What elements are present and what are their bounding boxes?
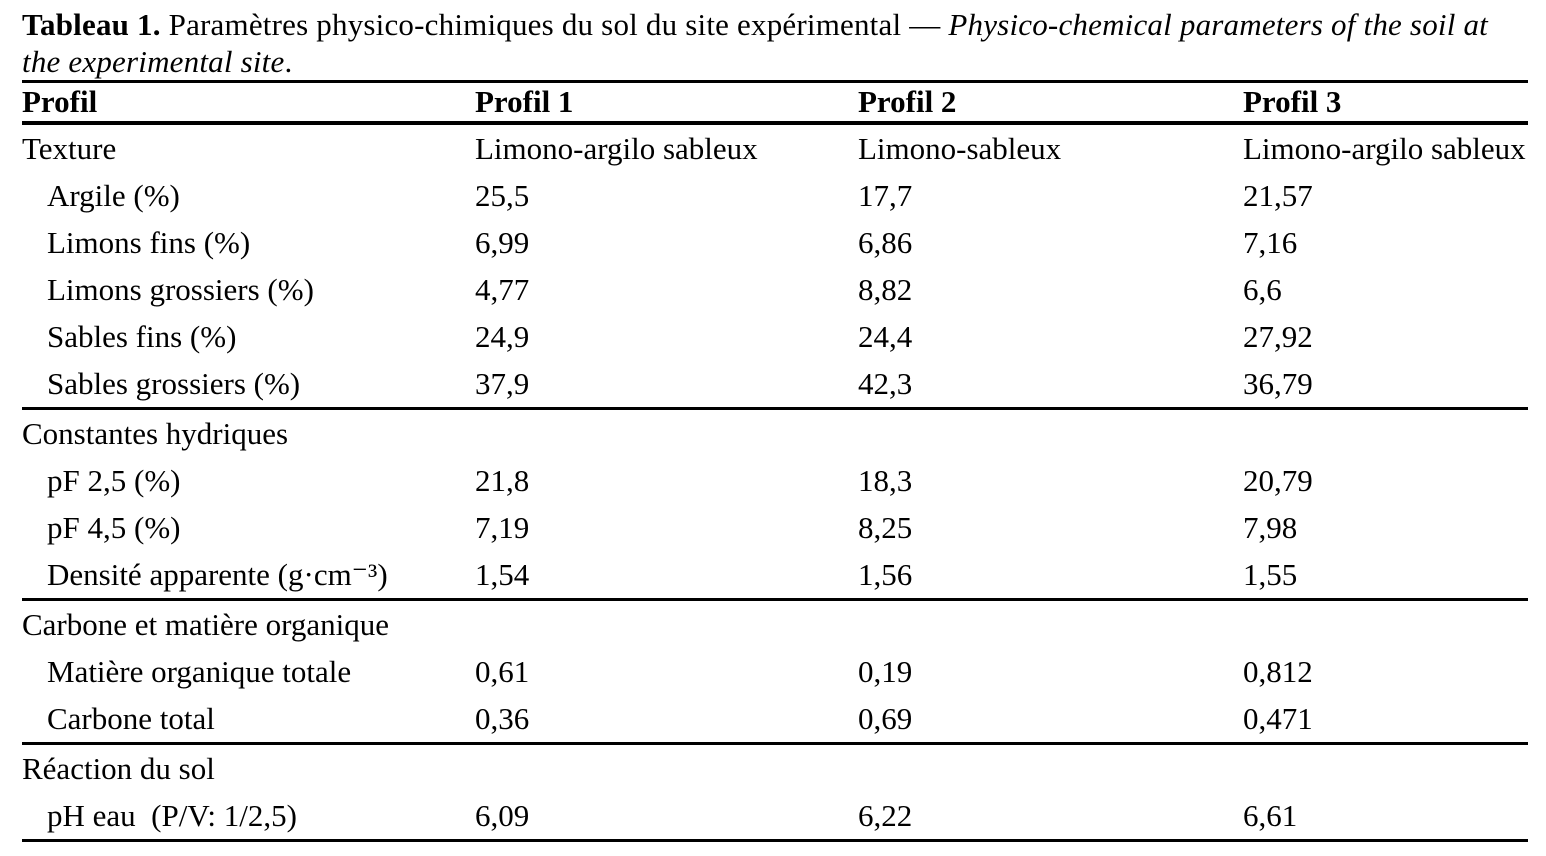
column-header-profil-1: Profil 1: [475, 84, 574, 119]
row-label: Sables grossiers (%): [47, 365, 301, 401]
value-cell: 6,22: [858, 797, 913, 833]
table-row: pH eau (P/V: 1/2,5) 6,09 6,22 6,61: [22, 792, 1528, 842]
value-cell: 20,79: [1243, 462, 1313, 498]
section-header-row: Constantes hydriques: [22, 410, 1528, 457]
table-row: Texture Limono-argilo sableux Limono-sable…: [22, 125, 1528, 172]
row-label: Matière organique totale: [47, 653, 352, 689]
table-row: Sables grossiers (%) 37,9 42,3 36,79: [22, 360, 1528, 410]
value-cell: 0,812: [1243, 653, 1313, 689]
table-row: pF 2,5 (%) 21,8 18,3 20,79: [22, 457, 1528, 504]
value-cell: 7,19: [475, 509, 530, 545]
row-label: pF 2,5 (%): [47, 462, 181, 498]
column-header-profil: Profil: [22, 84, 98, 119]
row-label: Texture: [22, 130, 117, 166]
table-row: Limons grossiers (%) 4,77 8,82 6,6: [22, 266, 1528, 313]
table-row: Densité apparente (g·cm⁻³) 1,54 1,56 1,55: [22, 551, 1528, 601]
value-cell: 42,3: [858, 365, 913, 401]
table-header-row: Profil Profil 1 Profil 2 Profil 3: [22, 83, 1528, 125]
row-label: Carbone et matière organique: [22, 606, 389, 642]
row-label: Constantes hydriques: [22, 415, 289, 451]
value-cell: 21,8: [475, 462, 530, 498]
value-cell: 1,54: [475, 556, 530, 592]
value-cell: 0,19: [858, 653, 913, 689]
row-label: Densité apparente (g·cm⁻³): [47, 556, 388, 592]
value-cell: 17,7: [858, 177, 913, 213]
value-cell: 4,77: [475, 271, 530, 307]
value-cell: 0,471: [1243, 700, 1313, 736]
caption-period: .: [284, 44, 293, 79]
table-body: Texture Limono-argilo sableux Limono-sable…: [22, 125, 1528, 842]
column-header-profil-3: Profil 3: [1243, 84, 1342, 119]
value-cell: 18,3: [858, 462, 913, 498]
caption-text-english-italic: Physico-chemical parameters of the soil …: [22, 7, 1488, 79]
section-header-row: Réaction du sol: [22, 745, 1528, 792]
row-label: Réaction du sol: [22, 750, 215, 786]
row-label: Carbone total: [47, 700, 215, 736]
value-cell: 6,86: [858, 224, 913, 260]
row-label: Argile (%): [47, 177, 180, 213]
table-row: Limons fins (%) 6,99 6,86 7,16: [22, 219, 1528, 266]
table-row: Argile (%) 25,5 17,7 21,57: [22, 172, 1528, 219]
row-label: Limons grossiers (%): [47, 271, 314, 307]
value-cell: 7,98: [1243, 509, 1298, 545]
value-cell: Limono-sableux: [858, 130, 1062, 166]
table-caption: Tableau 1. Paramètres physico-chimiques …: [22, 0, 1528, 80]
value-cell: 36,79: [1243, 365, 1313, 401]
row-label: pH eau (P/V: 1/2,5): [47, 797, 297, 833]
table-row: Carbone total 0,36 0,69 0,471: [22, 695, 1528, 745]
value-cell: 6,99: [475, 224, 530, 260]
value-cell: Limono-argilo sableux: [475, 130, 758, 166]
value-cell: 8,25: [858, 509, 913, 545]
row-label: Sables fins (%): [47, 318, 237, 354]
value-cell: 0,36: [475, 700, 530, 736]
value-cell: 37,9: [475, 365, 530, 401]
column-header-profil-2: Profil 2: [858, 84, 957, 119]
caption-dash: —: [901, 7, 949, 42]
soil-parameters-table: Profil Profil 1 Profil 2 Profil 3 Textur…: [22, 80, 1528, 842]
caption-table-number: Tableau 1.: [22, 7, 161, 42]
value-cell: 0,69: [858, 700, 913, 736]
value-cell: Limono-argilo sableux: [1243, 130, 1526, 166]
table-row: pF 4,5 (%) 7,19 8,25 7,98: [22, 504, 1528, 551]
value-cell: 27,92: [1243, 318, 1313, 354]
value-cell: 8,82: [858, 271, 913, 307]
caption-text-french: Paramètres physico-chimiques du sol du s…: [160, 7, 902, 42]
value-cell: 1,56: [858, 556, 913, 592]
value-cell: 0,61: [475, 653, 530, 689]
table-row: Matière organique totale 0,61 0,19 0,812: [22, 648, 1528, 695]
row-label: pF 4,5 (%): [47, 509, 181, 545]
table-row: Sables fins (%) 24,9 24,4 27,92: [22, 313, 1528, 360]
value-cell: 24,9: [475, 318, 530, 354]
value-cell: 6,6: [1243, 271, 1282, 307]
value-cell: 1,55: [1243, 556, 1298, 592]
value-cell: 6,09: [475, 797, 530, 833]
value-cell: 24,4: [858, 318, 913, 354]
value-cell: 21,57: [1243, 177, 1313, 213]
section-header-row: Carbone et matière organique: [22, 601, 1528, 648]
row-label: Limons fins (%): [47, 224, 251, 260]
value-cell: 25,5: [475, 177, 530, 213]
value-cell: 7,16: [1243, 224, 1298, 260]
value-cell: 6,61: [1243, 797, 1298, 833]
